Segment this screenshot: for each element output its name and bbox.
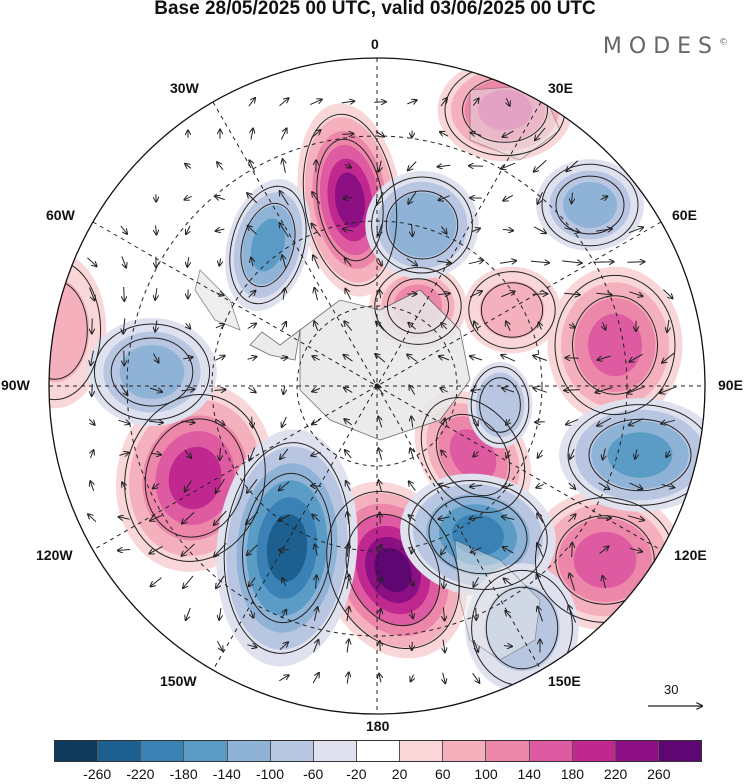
lon-label-120w: 120W (36, 547, 73, 563)
colorbar-swatch (573, 741, 616, 761)
negative-anomaly (536, 159, 644, 251)
colorbar-swatch (184, 741, 227, 761)
wind-arrow (628, 262, 645, 263)
lon-label-150w: 150W (160, 673, 197, 689)
lon-label-0: 0 (371, 36, 379, 52)
colorbar-swatch (98, 741, 141, 761)
anomaly-contour (492, 394, 508, 416)
anomaly-contour (589, 546, 620, 574)
anomaly-contour (496, 296, 528, 325)
lon-label-60w: 60W (46, 207, 75, 223)
colorbar-swatch (400, 741, 443, 761)
lon-label-120e: 120E (674, 547, 707, 563)
south-pole-marker (375, 384, 380, 389)
wind-arrow (412, 642, 413, 650)
map-disk (4, 50, 721, 730)
colorbar-swatch (486, 741, 529, 761)
colorbar-tick-label: -60 (303, 766, 323, 782)
colorbar-swatch (55, 741, 98, 761)
lon-label-150e: 150E (548, 673, 581, 689)
wind-arrow (572, 543, 573, 557)
positive-anomaly (548, 267, 683, 424)
positive-anomaly (463, 267, 560, 353)
colorbar-tick-label: -20 (346, 766, 366, 782)
reference-vector-label: 30 (664, 682, 678, 697)
lon-label-30e: 30E (548, 80, 573, 96)
colorbar-swatch (530, 741, 573, 761)
colorbar-swatch (357, 741, 400, 761)
colorbar-tick-label: -260 (83, 766, 111, 782)
lon-label-30w: 30W (170, 80, 199, 96)
colorbar-tick-label: -100 (256, 766, 284, 782)
colorbar-swatch (659, 741, 701, 761)
lon-label-90w: 90W (1, 377, 30, 393)
colorbar-tick-label: 20 (392, 766, 408, 782)
colorbar-tick-label: -180 (170, 766, 198, 782)
anomaly-contour (602, 329, 629, 360)
colorbar-tick-label: 60 (435, 766, 451, 782)
colorbar-tick-label: -220 (126, 766, 154, 782)
colorbar-tick-label: 140 (518, 766, 541, 782)
lon-label-180: 180 (366, 718, 389, 734)
colorbar-swatch (616, 741, 659, 761)
colorbar-tick-label: 180 (561, 766, 584, 782)
lon-label-60e: 60E (672, 207, 697, 223)
colorbar-tick-label: 260 (647, 766, 670, 782)
anomaly-contour (136, 359, 168, 386)
colorbar-tick-label: 220 (604, 766, 627, 782)
colorbar-swatch (443, 741, 486, 761)
wind-arrow (594, 262, 613, 263)
anomaly-contour (624, 444, 656, 467)
colorbar-swatch (228, 741, 271, 761)
colorbar-swatch (141, 741, 184, 761)
colorbar-ticks: -260 -220 -180 -140 -100 -60 -20 20 60 100 140 180 2… (0, 766, 750, 784)
colorbar-swatch (314, 741, 357, 761)
lon-label-90e: 90E (718, 377, 743, 393)
colorbar-swatch (271, 741, 314, 761)
negative-anomaly (559, 398, 721, 511)
negative-anomaly (468, 362, 533, 448)
colorbar-tick-label: 100 (474, 766, 497, 782)
colorbar (54, 740, 702, 762)
negative-anomaly (87, 318, 217, 426)
anomaly-contour (38, 304, 72, 356)
anomaly-contour (411, 214, 434, 236)
colorbar-tick-label: -140 (213, 766, 241, 782)
wind-arrow (124, 287, 125, 301)
wind-arrow (380, 641, 381, 651)
anomaly-contour (577, 194, 604, 217)
